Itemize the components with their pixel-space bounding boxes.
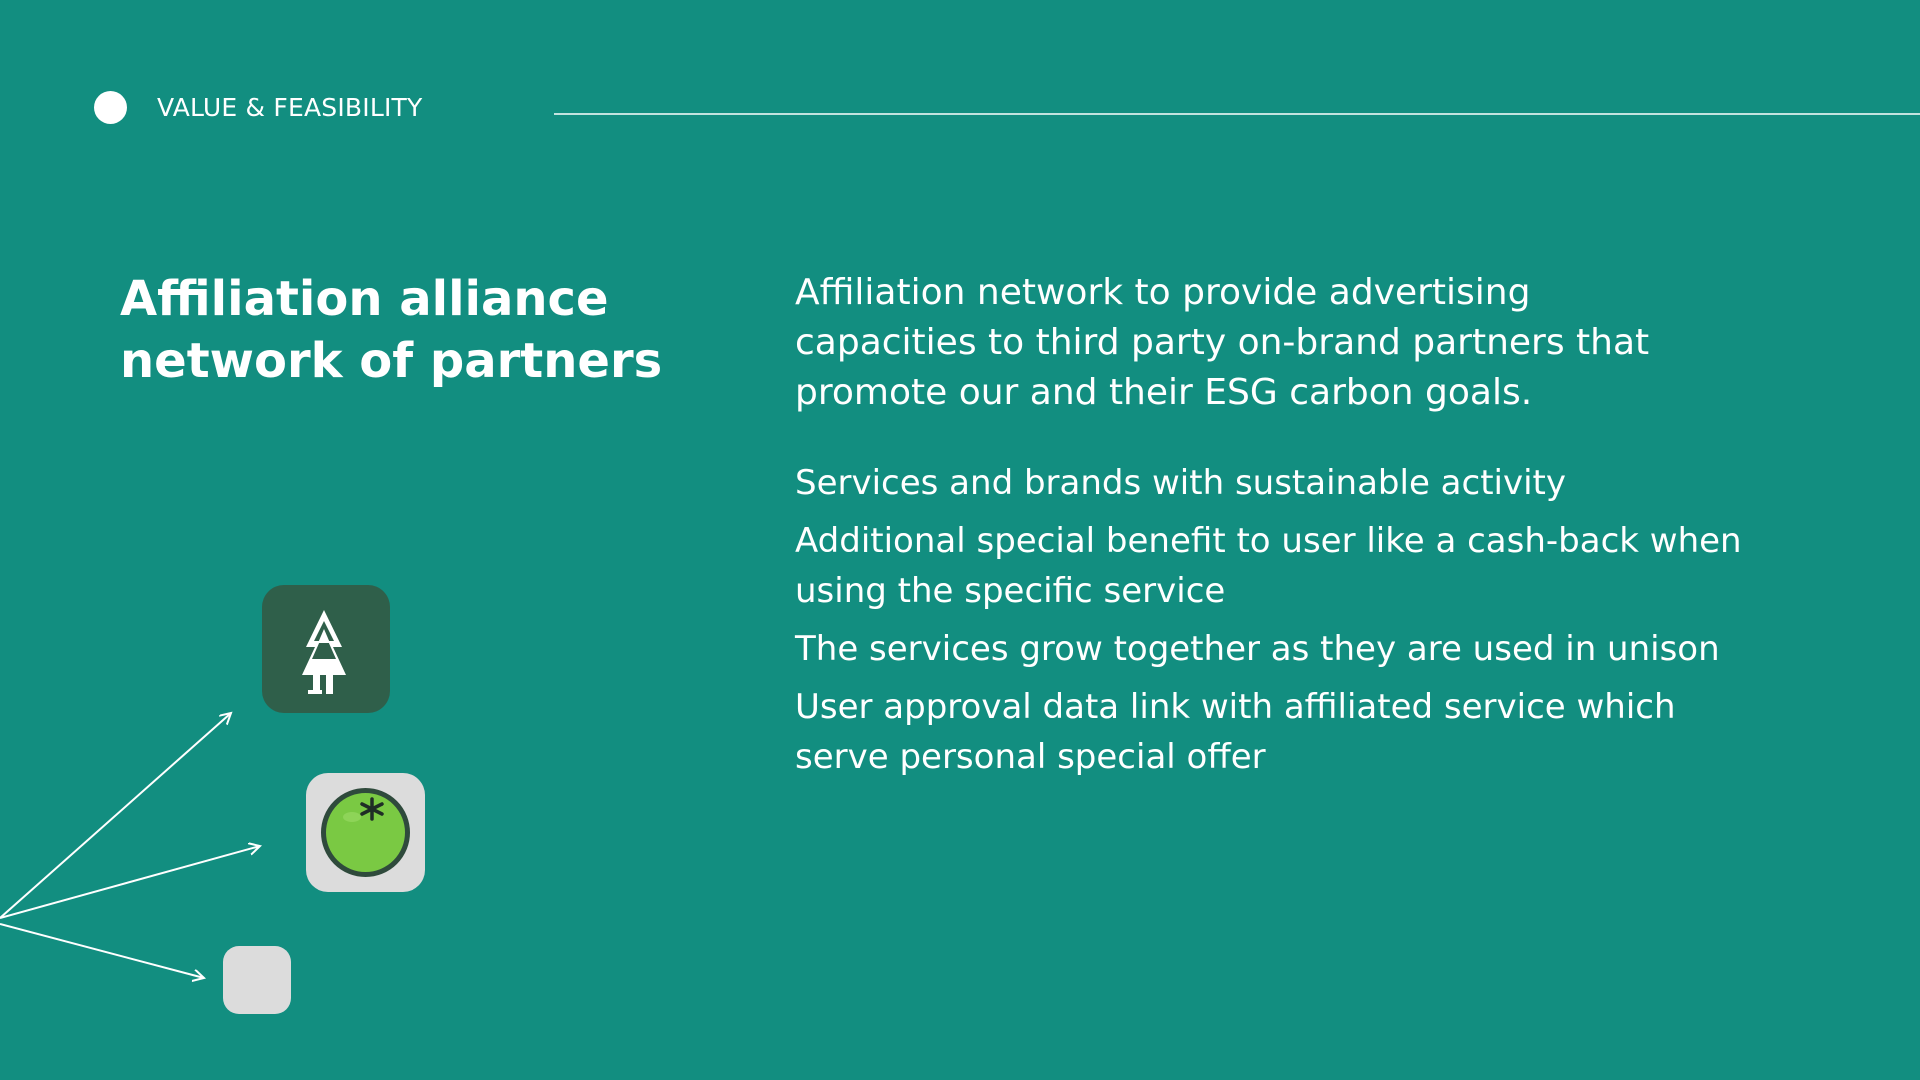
list-item-line: using the specific service <box>795 571 1226 611</box>
list-item-line: serve personal special offer <box>795 737 1266 777</box>
benefit-list: Services and brands with sustainable act… <box>795 458 1855 790</box>
lead-paragraph: Affiliation network to provide advertisi… <box>795 268 1835 418</box>
list-item: User approval data link with affiliated … <box>795 682 1855 782</box>
arrow-to-blank-tile <box>0 923 204 978</box>
list-item: The services grow together as they are u… <box>795 624 1855 674</box>
tree-icon <box>302 610 346 694</box>
list-item-line: Additional special benefit to user like … <box>795 521 1742 561</box>
list-item-line: The services grow together as they are u… <box>795 629 1720 669</box>
tomato-app-icon <box>306 773 425 892</box>
slide-title-line: network of partners <box>120 333 663 389</box>
lead-line: Affiliation network to provide advertisi… <box>795 272 1531 313</box>
list-item: Additional special benefit to user like … <box>795 516 1855 616</box>
arrow-to-tomato-tile <box>0 846 260 919</box>
arrow-to-tree-tile <box>0 713 231 919</box>
slide-title: Affiliation alliance network of partners <box>120 268 720 392</box>
tomato-icon <box>321 788 410 877</box>
section-label: VALUE & FEASIBILITY <box>157 93 423 122</box>
section-bullet-dot <box>94 91 127 124</box>
list-item: Services and brands with sustainable act… <box>795 458 1855 508</box>
list-item-line: User approval data link with affiliated … <box>795 687 1676 727</box>
list-item-line: Services and brands with sustainable act… <box>795 463 1566 503</box>
slide-title-line: Affiliation alliance <box>120 271 609 327</box>
lead-line: capacities to third party on-brand partn… <box>795 322 1650 363</box>
connector-arrows <box>0 0 600 1080</box>
lead-line: promote our and their ESG carbon goals. <box>795 372 1533 413</box>
tree-app-icon <box>262 585 390 713</box>
header-divider <box>554 113 1920 115</box>
blank-app-icon <box>223 946 291 1014</box>
